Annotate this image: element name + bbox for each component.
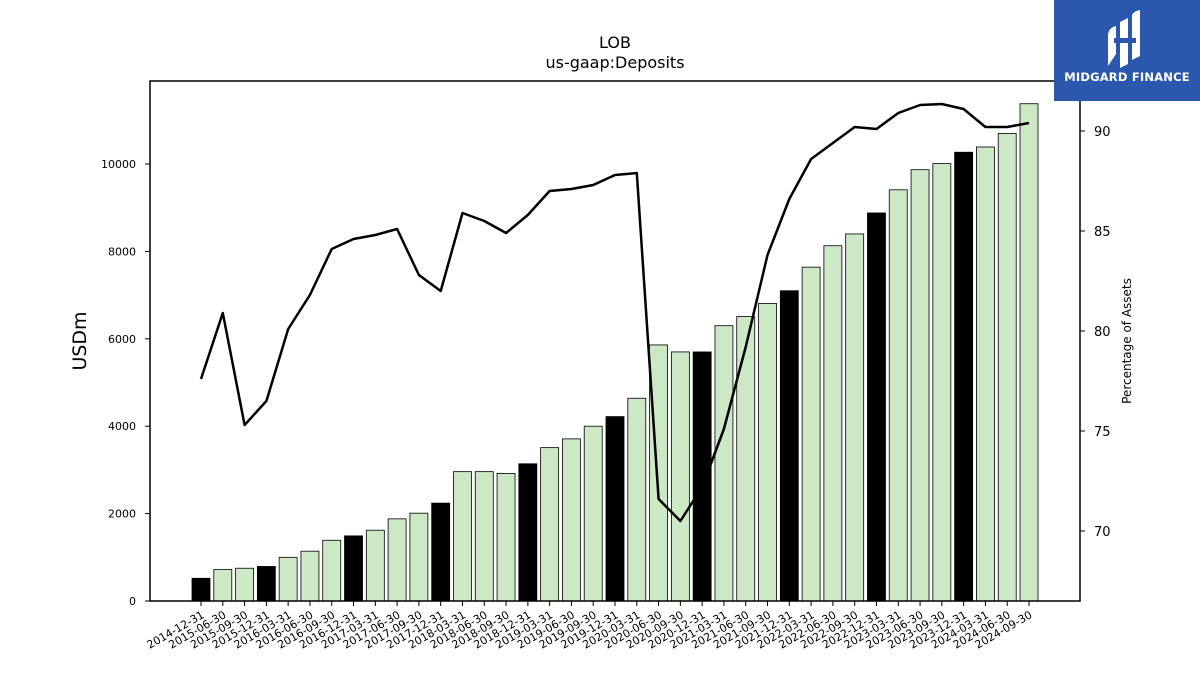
bar-2016-03-31 bbox=[278, 556, 298, 602]
bar-2024-03-31 bbox=[976, 146, 995, 602]
bar-2020-09-30 bbox=[670, 351, 690, 602]
bar-2019-12-31 bbox=[605, 416, 625, 602]
y2-tick-label: 90 bbox=[1094, 125, 1111, 140]
chart-title: LOB bbox=[599, 33, 631, 52]
bar-2022-12-31 bbox=[867, 212, 886, 602]
bar-2020-06-30 bbox=[649, 344, 668, 602]
bar-2018-03-31 bbox=[453, 471, 472, 602]
bar-2022-06-30 bbox=[823, 245, 843, 602]
bar-2018-09-30 bbox=[496, 473, 516, 602]
y-axis-right: 70 75 80 85 90 bbox=[1080, 125, 1111, 540]
bar-2023-09-30 bbox=[932, 163, 952, 602]
bar-2021-03-31 bbox=[714, 325, 734, 602]
bar-2016-06-30 bbox=[300, 550, 320, 602]
bar-2022-09-30 bbox=[845, 233, 865, 602]
y-axis-label: USDm bbox=[69, 311, 91, 370]
bar-2015-06-30 bbox=[213, 569, 233, 602]
bar-2017-12-31 bbox=[431, 502, 451, 602]
y-tick-label: 10000 bbox=[101, 158, 136, 171]
bar-2016-09-30 bbox=[322, 539, 342, 602]
chart-subtitle: us-gaap:Deposits bbox=[545, 53, 684, 72]
bar-2018-06-30 bbox=[474, 471, 494, 602]
bar-2019-06-30 bbox=[562, 438, 581, 602]
bar-2017-03-31 bbox=[365, 529, 385, 602]
brand-name: MIDGARD FINANCE bbox=[1064, 70, 1190, 84]
y-tick-label: 2000 bbox=[108, 508, 136, 521]
bar-2024-06-30 bbox=[997, 133, 1017, 602]
bar-2023-06-30 bbox=[910, 169, 930, 602]
bar-2023-03-31 bbox=[888, 189, 908, 602]
bar-2017-09-30 bbox=[409, 512, 429, 602]
brand-logo: MIDGARD FINANCE bbox=[1054, 0, 1200, 101]
y-tick-label: 6000 bbox=[108, 333, 136, 346]
y-tick-label: 8000 bbox=[108, 245, 136, 258]
bar-2019-09-30 bbox=[583, 425, 603, 602]
y-axis-left: 0 2000 4000 6000 8000 10000 bbox=[101, 158, 150, 608]
bar-2019-03-31 bbox=[540, 447, 560, 602]
bar-2017-06-30 bbox=[387, 518, 407, 602]
percentage-of-assets-line bbox=[199, 102, 1030, 523]
y2-tick-label: 75 bbox=[1094, 425, 1111, 440]
bar-2016-12-31 bbox=[344, 535, 363, 602]
bar-series bbox=[191, 103, 1039, 602]
midgard-logo-icon bbox=[1108, 10, 1140, 68]
bar-2021-12-31 bbox=[779, 290, 799, 602]
bar-2021-06-30 bbox=[736, 316, 756, 602]
bar-2020-12-31 bbox=[692, 351, 712, 602]
y2-axis-label: Percentage of Assets bbox=[1120, 278, 1134, 404]
y2-tick-label: 85 bbox=[1094, 225, 1111, 240]
bar-2015-12-31 bbox=[256, 566, 276, 602]
bar-2022-03-31 bbox=[801, 266, 821, 602]
bar-2015-09-30 bbox=[235, 567, 254, 602]
bar-2024-09-30 bbox=[1019, 103, 1039, 602]
y2-tick-label: 70 bbox=[1094, 525, 1111, 540]
bar-2018-12-31 bbox=[518, 463, 538, 602]
x-axis: 2014-12-312015-06-302015-09-302015-12-31… bbox=[145, 601, 1035, 652]
bar-2023-12-31 bbox=[954, 151, 974, 602]
y2-tick-label: 80 bbox=[1094, 325, 1111, 340]
y-tick-label: 0 bbox=[129, 595, 136, 608]
y-tick-label: 4000 bbox=[108, 420, 136, 433]
bar-2021-09-30 bbox=[758, 303, 777, 602]
bar-2020-03-31 bbox=[627, 397, 647, 602]
percentage-line-series bbox=[199, 102, 1030, 523]
bar-2014-12-31 bbox=[191, 577, 211, 602]
